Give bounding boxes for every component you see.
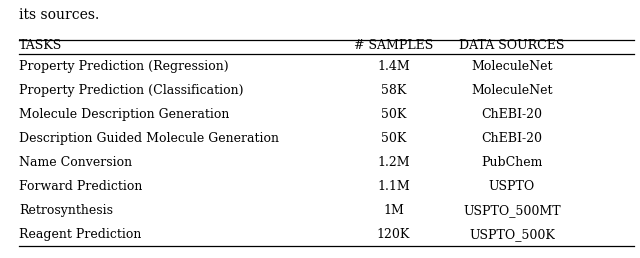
Text: USPTO_500K: USPTO_500K [469,228,555,241]
Text: 50K: 50K [381,132,406,145]
Text: 1M: 1M [383,204,404,217]
Text: its sources.: its sources. [19,8,99,22]
Text: Molecule Description Generation: Molecule Description Generation [19,108,230,121]
Text: PubChem: PubChem [481,156,543,169]
Text: USPTO_500MT: USPTO_500MT [463,204,561,217]
Text: Property Prediction (Classification): Property Prediction (Classification) [19,84,244,97]
Text: 120K: 120K [377,228,410,241]
Text: MoleculeNet: MoleculeNet [471,84,553,97]
Text: TASKS: TASKS [19,39,63,52]
Text: Retrosynthesis: Retrosynthesis [19,204,113,217]
Text: 1.2M: 1.2M [378,156,410,169]
Text: USPTO: USPTO [489,180,535,193]
Text: MoleculeNet: MoleculeNet [471,60,553,73]
Text: 58K: 58K [381,84,406,97]
Text: ChEBI-20: ChEBI-20 [481,108,543,121]
Text: Property Prediction (Regression): Property Prediction (Regression) [19,60,229,73]
Text: Reagent Prediction: Reagent Prediction [19,228,141,241]
Text: 1.1M: 1.1M [377,180,410,193]
Text: 1.4M: 1.4M [377,60,410,73]
Text: Description Guided Molecule Generation: Description Guided Molecule Generation [19,132,279,145]
Text: DATA SOURCES: DATA SOURCES [460,39,564,52]
Text: Name Conversion: Name Conversion [19,156,132,169]
Text: # SAMPLES: # SAMPLES [354,39,433,52]
Text: 50K: 50K [381,108,406,121]
Text: Forward Prediction: Forward Prediction [19,180,143,193]
Text: ChEBI-20: ChEBI-20 [481,132,543,145]
